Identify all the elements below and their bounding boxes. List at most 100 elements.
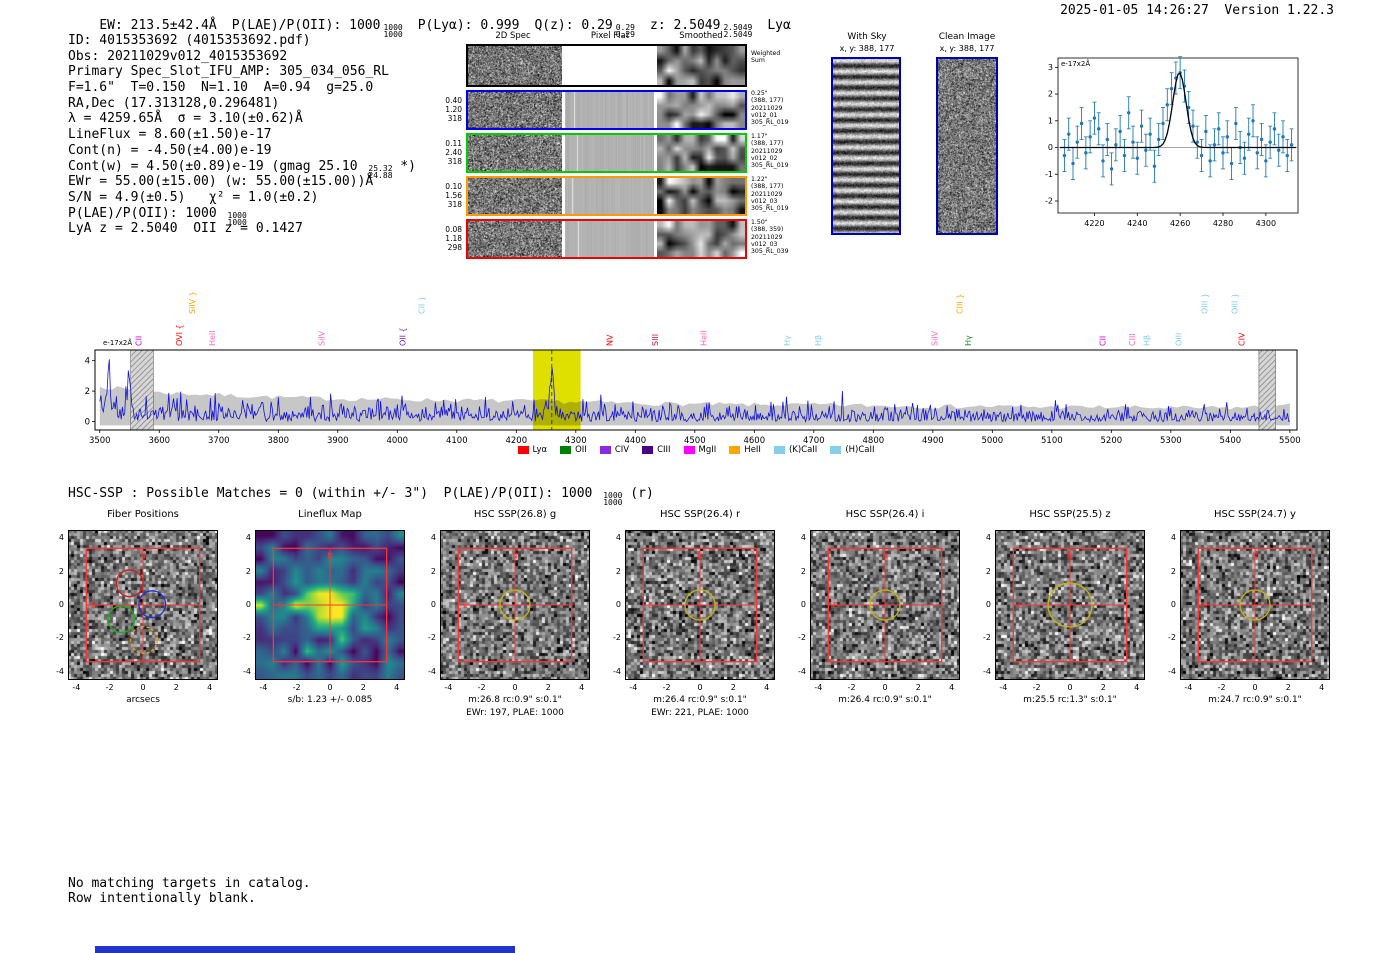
qz-value: Q(z): 0.29 0.29 0.29 (534, 18, 635, 39)
fiber-circle-0 (115, 569, 144, 598)
inset-data-point (1088, 135, 1092, 139)
snr-chi2: S/N = 4.9(±0.5) χ² = 1.0(±0.2) (68, 189, 319, 205)
legend-swatch (773, 446, 785, 454)
inset-axes-box (1057, 57, 1299, 214)
spec2d-img-r2-c2 (657, 135, 745, 171)
plae-poii-line: P(LAE)/P(OII): 1000 1000 1000 (68, 205, 247, 227)
cutout-0-xtick-2: 0 (140, 683, 146, 692)
inset-ytick-label: -2 (1045, 197, 1053, 206)
line-label-CII: CII (134, 336, 143, 346)
inset-ytick-label: 0 (1048, 143, 1053, 152)
cutout-0-xtick-1: -2 (105, 683, 114, 692)
line-label-OVI: OVI { (175, 324, 184, 346)
cutout-xlabel-1: s/b: 1.23 +/- 0.085 (287, 695, 373, 705)
legend-label: HeII (744, 445, 761, 455)
spectrum-xtick-label: 4900 (922, 436, 944, 446)
inset-xtick-label: 4300 (1256, 219, 1276, 228)
line-label-OIII: OIII (1175, 333, 1184, 346)
spec2d-img-r1-c0 (468, 92, 562, 128)
line-label-H: Hβ (1142, 335, 1151, 346)
cutout-5-xtick-4: 4 (1134, 683, 1140, 692)
line-label-H: Hγ (783, 335, 792, 346)
cutout-6-xtick-4: 4 (1319, 683, 1325, 692)
spec2d-right-labels-2: 1.17" (388, 177) 20211029 v012_02 305_RL… (751, 133, 789, 170)
spec2d-col-header-0: 2D Spec (495, 31, 531, 41)
cutout-4-ytick-0: 4 (800, 533, 806, 543)
spectrum-xtick-label: 3800 (267, 436, 289, 446)
cutout-3-ytick-3: -2 (613, 633, 621, 643)
detection-id: ID: 4015353692 (4015353692.pdf) (68, 33, 311, 48)
spec2d-left-labels-2: 0.11 2.40 318 (445, 139, 462, 166)
line-label-SIII: SIII (651, 334, 660, 346)
cutout-0-ytick-4: -4 (56, 666, 64, 676)
clean-image-coords: x, y: 388, 177 (939, 44, 995, 53)
timestamp-version: 2025-01-05 14:26:27 Version 1.22.3 (1060, 3, 1334, 18)
cutout-3-xtick-2: 0 (697, 683, 703, 692)
legend-label: CIV (614, 445, 630, 455)
cutout-5-ytick-2: 0 (985, 600, 991, 609)
line-label-CIII: CIII } (956, 294, 965, 314)
cutout-1-ytick-3: -2 (243, 633, 251, 643)
cutout-xlabel-3: m:26.4 rc:0.9" s:0.1" (653, 695, 747, 705)
cutout-5-xtick-1: -2 (1032, 683, 1041, 692)
cutout-frame (995, 530, 1145, 680)
aperture-circle (499, 589, 531, 621)
cutout-frame (810, 530, 960, 680)
with-sky-coords: x, y: 388, 177 (839, 44, 895, 53)
fiber-circle-3 (129, 625, 158, 655)
spec2d-row-3 (466, 176, 747, 216)
inset-data-point (1204, 129, 1208, 134)
cutout-title-2: HSC SSP(26.8) g (473, 509, 557, 520)
detection-info-block: ID: 4015353692 (4015353692.pdf) Obs: 202… (68, 33, 416, 237)
cutout-xlabel-4: m:26.4 rc:0.9" s:0.1" (838, 695, 932, 705)
line-classification: Lyα (767, 18, 791, 33)
primary-spec-slot: Primary Spec_Slot_IFU_AMP: 305_034_056_R… (68, 64, 389, 80)
observation-id: Obs: 20211029v012_4015353692 (68, 48, 288, 64)
spectrum-ylabel: e-17x2Å (103, 338, 132, 347)
spectrum-axes-box (94, 349, 1298, 431)
with-sky-image (833, 59, 899, 233)
cutout-0-ytick-0: 4 (58, 533, 64, 543)
inset-data-point (1191, 124, 1195, 128)
spectrum-xtick-label: 4100 (446, 436, 468, 446)
cutout-1-ytick-4: -4 (243, 666, 251, 676)
inset-xtick-label: 4280 (1213, 219, 1233, 228)
cutout-3-xtick-0: -4 (629, 683, 638, 692)
continuum-narrow: Cont(n) = -4.50(±4.00)e-19 (68, 142, 272, 158)
cutout-title-6: HSC SSP(24.7) y (1214, 509, 1296, 520)
inset-ytick-label: 3 (1048, 63, 1053, 72)
cutout-5-ytick-1: 2 (985, 566, 991, 576)
cutout-0-xtick-3: 2 (173, 683, 179, 692)
cutout-3-ytick-0: 4 (615, 533, 621, 543)
cutout-6-ytick-4: -4 (1168, 666, 1176, 676)
cutout-1-xtick-3: 2 (360, 683, 366, 692)
inset-data-point (1285, 153, 1289, 158)
cutout-3-xtick-1: -2 (662, 683, 671, 692)
cutout-overlay-5: NE (995, 530, 1145, 680)
cutout-title-4: HSC SSP(26.4) i (845, 509, 925, 520)
inset-data-point (1071, 161, 1075, 166)
hsc-plae-range: 1000 1000 (603, 491, 623, 507)
line-flux: LineFlux = 8.60(±1.50)e-17 (68, 127, 272, 143)
spec2d-img-r0-c2 (657, 46, 745, 85)
legend-item-OII: OII (560, 445, 587, 455)
inset-data-point (1144, 148, 1148, 152)
extraction-box (827, 547, 943, 663)
inset-ylabel: e-17x2Å (1061, 59, 1090, 68)
cutout-5-xtick-2: 0 (1067, 683, 1073, 692)
cutout-6-ytick-1: 2 (1170, 566, 1176, 576)
cutout-title-3: HSC SSP(26.4) r (659, 509, 741, 520)
cutout-1-xtick-4: 4 (394, 683, 400, 692)
cutout-0-xtick-0: -4 (72, 683, 81, 692)
compass-east-label: E (278, 601, 283, 610)
full-spectrum-plot: 3500 3600 3700 3800 3900 4000 4100 4200 4300 4400… (85, 291, 1301, 446)
cutout-4-ytick-4: -4 (798, 666, 806, 676)
cutout-frame (255, 530, 405, 680)
compass-north-label: N (697, 551, 703, 560)
spectrum-xtick-label: 3600 (148, 436, 170, 446)
cutout-5-ytick-3: -2 (983, 633, 991, 643)
legend-swatch (683, 446, 695, 454)
compass-north-label: N (140, 551, 146, 560)
line-label-SiIV: SiIV (318, 330, 327, 346)
